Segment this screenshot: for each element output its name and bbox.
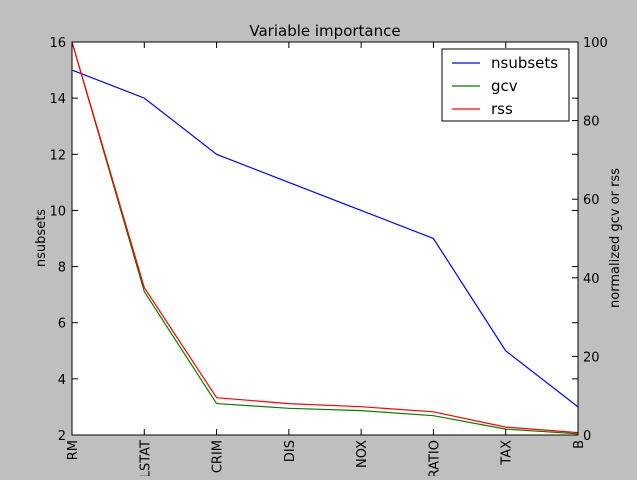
series-line-nsubsets [71,69,579,408]
y-tick-label-right: 80 [583,115,600,130]
x-tick-label: NOX [355,440,370,468]
legend-label: rss [491,100,513,118]
y-tick-label-left: 8 [58,261,66,276]
x-tick-label: TAX [500,440,515,466]
series-line-rss [71,41,579,434]
x-tick-label: RM [66,440,81,460]
legend-label: nsubsets [491,54,558,72]
chart-title: Variable importance [249,22,400,40]
y-tick-label-right: 20 [583,350,600,365]
x-tick-label: DIS [283,440,298,462]
y-tick-label-right: 0 [583,429,591,444]
x-tick-label: CRIM [211,440,226,473]
y-axis-label-right: normalized gcv or rss [608,168,623,308]
legend-label: gcv [491,77,518,95]
y-tick-label-left: 16 [49,36,66,51]
x-tick-label: B [572,440,587,449]
axis-ticks: 2 4 6 8 10 12 14 16 0 20 40 60 80 100 RM LSTAT CRIM DIS NO… [49,36,608,480]
x-tick-label: PTRATIO [427,440,442,476]
y-tick-label-left: 12 [49,148,66,163]
legend: nsubsets gcv rss [441,48,570,122]
legend-entries: nsubsets gcv rss [452,54,558,118]
series-lines [71,41,579,435]
y-tick-label-right: 40 [583,272,600,287]
y-tick-label-left: 14 [49,92,66,107]
series-line-gcv [71,41,579,435]
plot-frame [71,41,579,436]
y-tick-label-left: 2 [58,429,66,444]
y-axis-label-left: nsubsets [34,209,49,267]
y-tick-label-left: 6 [58,317,66,332]
x-tick-label: LSTAT [138,440,153,476]
y-tick-label-left: 10 [49,204,66,219]
y-tick-label-right: 100 [583,36,608,51]
y-tick-label-right: 60 [583,193,600,208]
y-tick-label-left: 4 [58,373,66,388]
